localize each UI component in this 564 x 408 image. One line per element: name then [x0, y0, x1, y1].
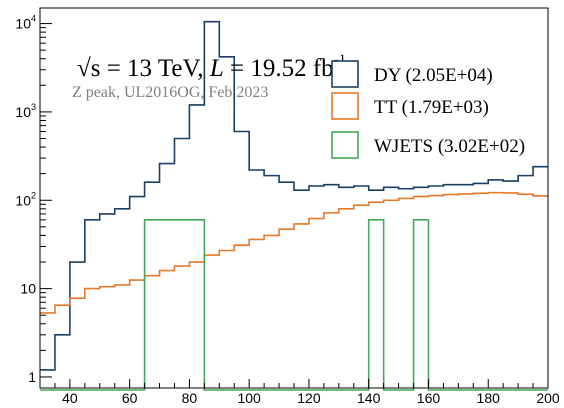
y-tick-label: 10	[20, 281, 36, 297]
x-tick-label: 180	[477, 390, 501, 406]
y-tick-label: 102	[15, 190, 36, 208]
y-tick-label: 104	[15, 14, 36, 32]
legend-swatch	[331, 131, 359, 159]
legend-label: DY (2.05E+04)	[374, 65, 493, 86]
x-tick-label: 80	[182, 390, 198, 406]
series-0-step-line	[40, 20, 548, 371]
legend: DY (2.05E+04) TT (1.79E+03) WJETS (3.02E+0…	[331, 60, 525, 159]
energy-text: √s = 13 TeV,	[77, 55, 210, 82]
x-tick-label: 120	[297, 390, 321, 406]
x-tick-label: 140	[357, 390, 381, 406]
x-tick-label: 40	[62, 390, 78, 406]
energy-lumi-label: √s = 13 TeV, L = 19.52 fb-1	[77, 52, 346, 82]
legend-label: TT (1.79E+03)	[374, 97, 489, 118]
lumi-value: = 19.52 fb	[224, 55, 334, 82]
y-tick-label: 103	[15, 102, 36, 120]
legend-swatch	[331, 60, 359, 88]
series-2-step-line	[40, 219, 548, 391]
series-layer	[40, 20, 548, 391]
x-tick-label: 200	[536, 390, 560, 406]
x-tick-label: 60	[122, 390, 138, 406]
x-tick-label: 160	[417, 390, 441, 406]
subtitle-label: Z peak, UL2016OG, Feb 2023	[72, 84, 268, 101]
x-axis: 40 60 80 100 120 140 160 180 200	[39, 379, 560, 406]
info-annotation: √s = 13 TeV, L = 19.52 fb-1 Z peak, UL20…	[72, 52, 346, 101]
series-1-step-line	[40, 191, 548, 314]
y-tick-label: 1	[28, 369, 36, 385]
y-axis: 1 10 102 103 104	[15, 14, 52, 385]
x-tick-label: 100	[237, 390, 261, 406]
legend-label: WJETS (3.02E+02)	[374, 136, 525, 157]
lumi-symbol: L	[209, 55, 224, 82]
legend-swatch	[331, 92, 359, 120]
